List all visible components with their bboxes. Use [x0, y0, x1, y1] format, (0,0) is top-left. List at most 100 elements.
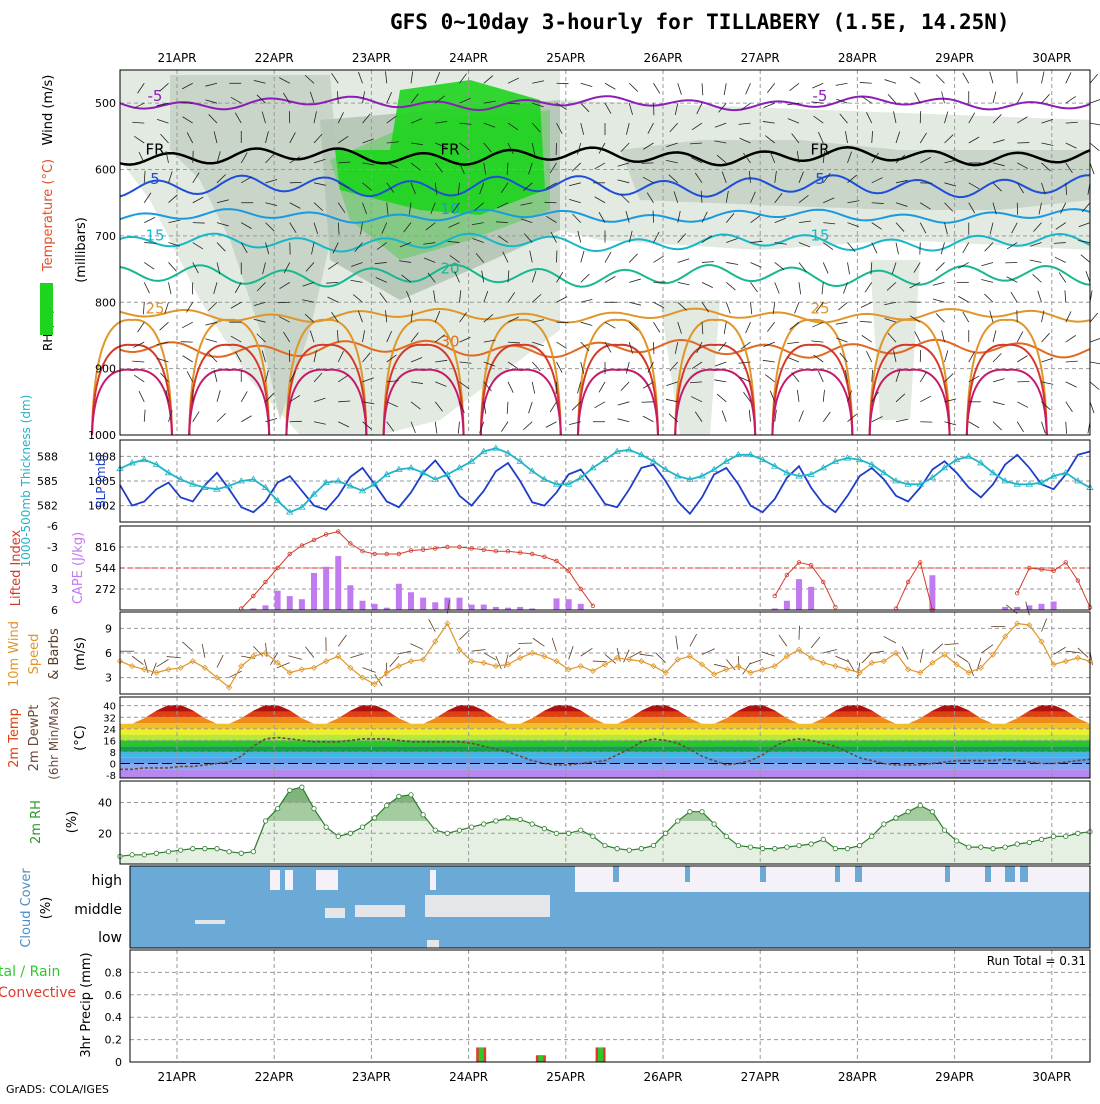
rh-marker [482, 822, 486, 826]
cape-bar [554, 598, 560, 610]
date-label-bottom: 27APR [741, 1070, 780, 1084]
temperature-tick-label: 16 [103, 736, 116, 747]
temperature-band [120, 746, 1090, 752]
wind-barb [1042, 72, 1044, 84]
rh-marker [785, 845, 789, 849]
surface-isotherm [772, 370, 852, 435]
wind-barb [910, 77, 920, 83]
precip-bar-rain [598, 1047, 603, 1062]
rh-marker [154, 851, 158, 855]
wind-barb [719, 342, 727, 351]
wind-barb [765, 375, 774, 382]
wind-barb [144, 262, 154, 269]
wind-barb [1066, 402, 1073, 412]
isotherm-label: -5 [148, 87, 163, 105]
chart-title: GFS 0~10day 3-hourly for TILLABERY (1.5E… [390, 10, 1010, 34]
temperature-band [120, 752, 1090, 758]
date-label-bottom: 24APR [449, 1070, 488, 1084]
wind-barb [139, 391, 144, 402]
surface-wind-barb [779, 635, 787, 646]
wind-barb [532, 362, 540, 371]
surface-isotherm [967, 320, 1047, 435]
wind-axis-label-1: 10m Wind [7, 621, 22, 687]
rh-marker [469, 825, 473, 829]
wind-barb [654, 322, 660, 332]
surface-wind-barb [182, 642, 192, 651]
temperature-axis-label: Temperature (°C) [41, 159, 56, 272]
cape-bar [457, 598, 463, 610]
surface-wind-barb [761, 652, 774, 656]
rh-marker [918, 803, 922, 807]
isotherm-label: 20 [440, 260, 459, 278]
wind-barb [969, 422, 979, 428]
surface-wind-barb [472, 649, 486, 651]
temperature-band [120, 711, 1090, 717]
precip-bar-rain [538, 1055, 543, 1062]
isotherm-label: 15 [810, 227, 829, 245]
wind-barb [1090, 99, 1100, 103]
date-label-bottom: 25APR [546, 1070, 585, 1084]
isotherm-label: 10 [440, 200, 459, 218]
wind-barb [885, 80, 896, 84]
wind-barb [529, 402, 533, 413]
cloud-block [270, 870, 280, 890]
rh-marker [288, 788, 292, 792]
wind-barb [217, 413, 226, 421]
wind-barb [920, 372, 926, 382]
rh-marker [833, 846, 837, 850]
rh-marker [894, 816, 898, 820]
cape-bar [420, 598, 426, 610]
wind-barb [838, 302, 847, 310]
surface-wind-barb [217, 655, 223, 668]
rh-marker [421, 813, 425, 817]
cloud-block [855, 866, 862, 882]
rh-marker [312, 806, 316, 810]
wind-barb [724, 83, 726, 95]
wind-barb [702, 83, 703, 95]
wind-barb [217, 390, 220, 402]
wind-barb [1042, 358, 1053, 362]
wind-axis-label-3: & Barbs [47, 628, 62, 680]
cloud-block [1020, 866, 1028, 882]
cape-bar [263, 605, 269, 610]
wind-barb [1033, 274, 1042, 282]
wind-barb [183, 356, 193, 362]
wind-barb [605, 322, 615, 328]
pressure-tick-label: 900 [95, 363, 116, 376]
wind-barb [629, 83, 638, 91]
rh-marker [736, 843, 740, 847]
wind-axis-label: Wind (m/s) [41, 75, 56, 146]
rh-shading [620, 140, 1090, 210]
date-label-bottom: 30APR [1032, 1070, 1071, 1084]
wind-barb [775, 282, 779, 293]
wind-barb [581, 251, 584, 263]
surface-wind-barb [496, 656, 501, 669]
rh-marker [809, 842, 813, 846]
rh-marker [1051, 834, 1055, 838]
surface-wind-barb [624, 650, 630, 663]
wind-barb [557, 342, 567, 348]
wind-barb [1090, 123, 1100, 125]
rh-marker [724, 834, 728, 838]
date-label-top: 28APR [838, 51, 877, 65]
precip-tick-label: 0.6 [105, 989, 123, 1002]
wind-barb [205, 339, 217, 342]
rh-marker [773, 846, 777, 850]
rh-marker [191, 846, 195, 850]
temperature-band [120, 729, 1090, 735]
lifted-index-tick-label: 6 [51, 604, 58, 617]
wind-barb [1090, 382, 1099, 390]
wind-barb [749, 410, 750, 422]
rh-marker [385, 803, 389, 807]
wind-barb [1017, 331, 1023, 342]
date-label-bottom: 28APR [838, 1070, 877, 1084]
wind-barb [595, 402, 605, 408]
rh-marker [991, 846, 995, 850]
wind-barb [458, 422, 459, 434]
date-label-bottom: 29APR [935, 1070, 974, 1084]
wind-barb [143, 302, 144, 314]
wind-barb [811, 341, 823, 342]
isotherm-label: 25 [810, 300, 829, 318]
cape-bar [796, 579, 802, 610]
surface-wind-barb [429, 619, 436, 631]
